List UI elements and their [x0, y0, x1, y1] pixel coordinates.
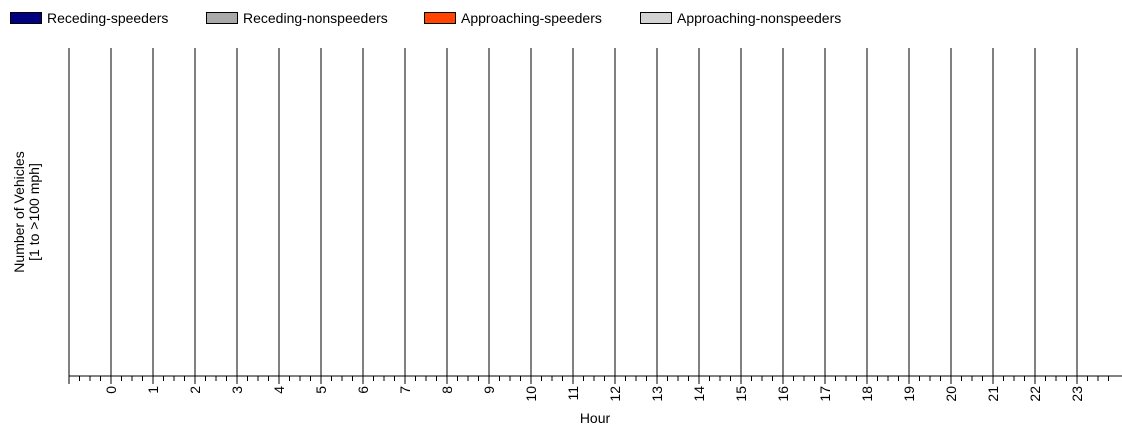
x-tick-label-17: 17	[817, 386, 833, 402]
x-tick-label-15: 15	[733, 386, 749, 402]
y-axis-title-line-1: Number of Vehicles	[11, 151, 27, 272]
x-tick-label-4: 4	[271, 386, 287, 394]
x-tick-label-2: 2	[187, 386, 203, 394]
x-tick-label-22: 22	[1027, 386, 1043, 402]
y-axis-title-line-2: [1 to >100 mph]	[26, 163, 42, 261]
x-tick-label-19: 19	[901, 386, 917, 402]
x-tick-label-7: 7	[397, 386, 413, 394]
x-axis-tick-labels: 0 1 2 3 4 5 6 7 8 9 10 11 12 13 14 15 16 17 18 19 20 21 22 23	[103, 386, 1085, 402]
legend-item-receding-speeders: Receding-speeders	[10, 9, 168, 27]
legend-label-receding-nonspeeders: Receding-nonspeeders	[243, 10, 388, 26]
legend-swatch-receding-speeders	[10, 12, 42, 24]
legend-item-approaching-speeders: Approaching-speeders	[424, 9, 602, 27]
legend-label-receding-speeders: Receding-speeders	[47, 10, 169, 26]
legend-swatch-approaching-nonspeeders	[640, 12, 672, 24]
grid-lines	[68, 48, 1078, 376]
legend-label-approaching-speeders: Approaching-speeders	[461, 10, 602, 26]
x-axis-ticks	[68, 376, 1109, 384]
x-tick-label-8: 8	[439, 386, 455, 394]
x-tick-label-0: 0	[103, 386, 119, 394]
x-tick-label-13: 13	[649, 386, 665, 402]
x-tick-label-1: 1	[145, 386, 161, 394]
y-axis-title: Number of Vehicles [1 to >100 mph]	[11, 151, 42, 272]
x-tick-label-11: 11	[565, 386, 581, 401]
x-tick-label-14: 14	[691, 386, 707, 402]
legend-swatch-approaching-speeders	[424, 12, 456, 24]
legend-label-approaching-nonspeeders: Approaching-nonspeeders	[677, 10, 842, 26]
x-axis-title: Hour	[580, 410, 611, 426]
x-tick-label-21: 21	[985, 386, 1001, 402]
x-tick-label-5: 5	[313, 386, 329, 394]
x-tick-label-12: 12	[607, 386, 623, 402]
x-tick-label-16: 16	[775, 386, 791, 402]
legend-swatch-receding-nonspeeders	[206, 12, 238, 24]
x-tick-label-9: 9	[481, 386, 497, 394]
x-tick-label-20: 20	[943, 386, 959, 402]
x-tick-label-18: 18	[859, 386, 875, 402]
chart-legend: Receding-speeders Receding-nonspeeders A…	[0, 0, 1122, 36]
x-tick-label-6: 6	[355, 386, 371, 394]
legend-item-receding-nonspeeders: Receding-nonspeeders	[206, 9, 388, 27]
x-tick-label-23: 23	[1069, 386, 1085, 402]
legend-item-approaching-nonspeeders: Approaching-nonspeeders	[640, 9, 841, 27]
x-tick-label-10: 10	[523, 386, 539, 402]
x-tick-label-3: 3	[229, 386, 245, 394]
